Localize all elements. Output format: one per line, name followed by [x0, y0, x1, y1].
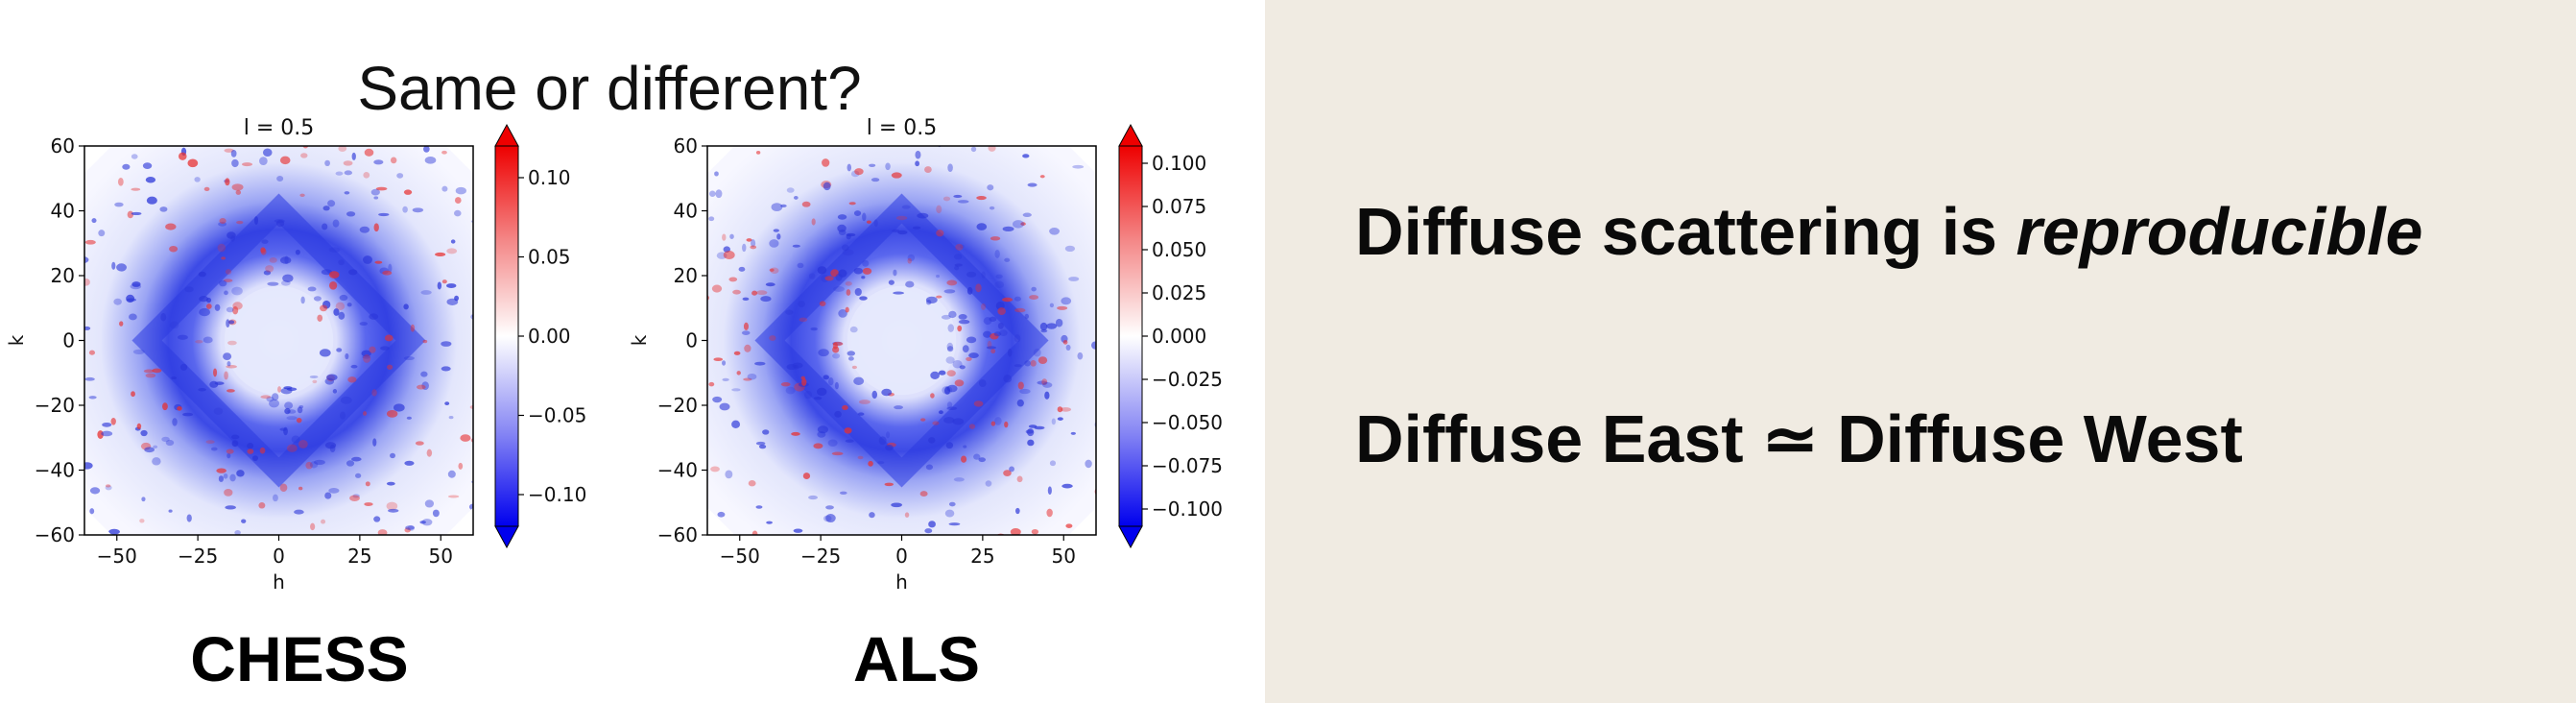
slide-left-panel: Same or different? l = 0.5 −50 −25 0 25 50 60 4… [0, 0, 1265, 703]
heatmap-plot-chess: l = 0.5 −50 −25 0 25 50 60 40 20 0 −20 −40 −60 h k 0.10… [5, 116, 586, 594]
colorbar-tick-label: −0.050 [1152, 411, 1223, 434]
x-tick-label: 25 [347, 545, 371, 568]
equation-claim: Diffuse East ≃ Diffuse West [1355, 401, 2243, 476]
x-tick-label: −25 [178, 545, 218, 568]
headline-prefix: Diffuse scattering is [1355, 194, 2016, 269]
y-tick-label: −60 [35, 523, 75, 546]
heatmap-image [707, 146, 1096, 535]
x-tick-label: 25 [970, 545, 994, 568]
colorbar-extend-max [494, 123, 519, 147]
colorbar-tick-label: −0.10 [528, 483, 586, 506]
slide-right-panel: Diffuse scattering is reproducible Diffu… [1265, 0, 2576, 703]
y-tick-label: −60 [657, 523, 698, 546]
colorbar: 0.100 0.075 0.050 0.025 0.000 −0.025 −0.050 −0.… [1118, 123, 1223, 549]
heatmap-image [84, 146, 473, 535]
colorbar-tick-label: 0.000 [1152, 325, 1206, 348]
x-tick-label: −25 [800, 545, 841, 568]
headline-emphasis: reproducible [2015, 194, 2423, 269]
facility-label-als: ALS [853, 623, 980, 694]
colorbar-extend-min [494, 525, 519, 549]
colorbar-tick-label: −0.05 [528, 404, 586, 427]
colorbar-tick-label: 0.075 [1152, 195, 1206, 218]
colorbar: 0.10 0.05 0.00 −0.05 −0.10 [494, 123, 586, 549]
y-tick-label: −40 [657, 459, 698, 482]
heatmap-figures: l = 0.5 −50 −25 0 25 50 60 40 20 0 −20 −40 −60 h k 0.10… [5, 116, 1223, 594]
colorbar-extend-max [1118, 123, 1143, 147]
plot-title: l = 0.5 [244, 116, 315, 140]
x-tick-label: −50 [720, 545, 760, 568]
colorbar-tick-label: 0.05 [528, 246, 571, 269]
facility-label-chess: CHESS [190, 623, 409, 694]
y-tick-label: 20 [51, 264, 75, 287]
colorbar-tick-label: −0.075 [1152, 454, 1223, 477]
colorbar-gradient [1118, 145, 1143, 527]
x-tick-label: −50 [97, 545, 137, 568]
colorbar-extend-min [1118, 525, 1143, 549]
heatmap-plot-als: l = 0.5 −50 −25 0 25 50 60 40 20 0 −20 −40 −60 h k 0.10… [628, 116, 1223, 594]
y-tick-label: 60 [51, 134, 75, 158]
y-axis-label: k [5, 334, 28, 346]
colorbar-tick-label: −0.025 [1152, 368, 1223, 391]
colorbar-tick-label: 0.100 [1152, 152, 1206, 175]
x-axis-label: h [273, 570, 285, 594]
y-tick-label: 40 [674, 200, 698, 223]
colorbar-tick-label: 0.00 [528, 325, 571, 348]
y-tick-label: −20 [657, 394, 698, 417]
colorbar-tick-label: 0.025 [1152, 281, 1206, 304]
y-tick-label: 60 [674, 134, 698, 158]
y-tick-label: 40 [51, 200, 75, 223]
x-tick-label: 50 [1052, 545, 1076, 568]
slide-question: Same or different? [357, 54, 862, 123]
colorbar-tick-label: 0.10 [528, 166, 571, 189]
y-axis-label: k [628, 334, 651, 346]
x-tick-label: 50 [429, 545, 453, 568]
y-tick-label: 0 [685, 329, 698, 352]
y-tick-label: −20 [35, 394, 75, 417]
colorbar-tick-label: 0.050 [1152, 238, 1206, 261]
colorbar-gradient [494, 145, 519, 527]
headline-claim: Diffuse scattering is reproducible [1355, 190, 2422, 273]
y-tick-label: 20 [674, 264, 698, 287]
x-tick-label: 0 [273, 545, 285, 568]
x-tick-label: 0 [895, 545, 908, 568]
y-tick-label: 0 [62, 329, 75, 352]
colorbar-tick-label: −0.100 [1152, 497, 1223, 521]
x-axis-label: h [895, 570, 908, 594]
plot-title: l = 0.5 [867, 116, 938, 140]
y-tick-label: −40 [35, 459, 75, 482]
